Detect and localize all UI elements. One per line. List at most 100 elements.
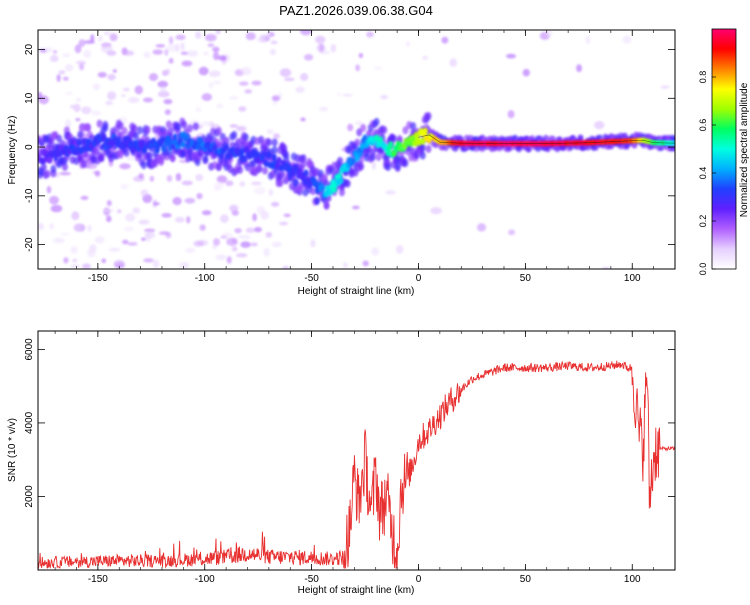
halo-blob [385, 163, 392, 172]
halo-blob [85, 123, 92, 132]
halo-blob [375, 153, 382, 162]
noise-blob [70, 104, 75, 109]
halo-blob [402, 126, 409, 135]
colorbar-tick-label: 0.6 [698, 119, 708, 132]
ridge-trace [418, 134, 675, 144]
halo-blob [354, 138, 361, 147]
noise-blob [174, 43, 180, 53]
noise-blob [238, 106, 247, 112]
ridge-blob [76, 139, 82, 146]
spectrogram-y-tick-label: 0 [24, 144, 35, 150]
noise-blob [235, 253, 248, 258]
noise-blob [576, 64, 583, 73]
noise-blob [283, 213, 291, 218]
noise-blob [108, 247, 121, 252]
noise-blob [49, 54, 59, 63]
noise-blob [284, 77, 295, 82]
halo-blob [262, 166, 269, 175]
noise-blob [45, 47, 53, 53]
halo-blob [390, 134, 397, 143]
halo-blob [117, 121, 124, 130]
noise-blob [505, 53, 517, 59]
noise-blob [252, 213, 257, 222]
noise-blob [125, 213, 136, 222]
noise-blob [270, 201, 280, 207]
noise-blob [354, 120, 364, 126]
noise-blob [50, 204, 63, 213]
snr-x-tick-label: -100 [195, 574, 215, 585]
noise-blob [175, 173, 182, 182]
noise-blob [103, 31, 112, 36]
noise-blob [212, 238, 221, 246]
noise-blob [203, 51, 209, 56]
halo-blob [131, 124, 138, 133]
noise-blob [105, 215, 112, 223]
noise-blob [300, 117, 306, 122]
ridge-blob [134, 139, 140, 147]
ridge-blob [241, 155, 248, 163]
colorbar-tick-label: 0.4 [698, 167, 708, 180]
snr-plot-area [38, 360, 675, 569]
halo-blob [283, 150, 290, 159]
noise-blob [122, 87, 130, 92]
noise-blob [127, 96, 140, 104]
noise-blob [106, 200, 112, 207]
noise-blob [195, 31, 202, 39]
halo-blob [300, 154, 307, 163]
noise-blob [166, 43, 177, 53]
noise-blob [254, 186, 266, 195]
ridge-blob [350, 157, 357, 165]
noise-blob [358, 52, 364, 59]
noise-blob [245, 32, 256, 41]
halo-blob [425, 112, 432, 121]
halo-blob [419, 151, 426, 160]
noise-blob [231, 246, 238, 252]
noise-blob [59, 172, 72, 176]
halo-blob [381, 125, 388, 134]
noise-blob [215, 103, 224, 109]
noise-blob [46, 185, 52, 194]
ridge-blob [276, 156, 282, 164]
halo-blob [98, 153, 105, 162]
noise-blob [75, 60, 87, 65]
noise-blob [92, 83, 100, 91]
halo-blob [410, 122, 417, 131]
noise-blob [87, 248, 96, 258]
spectrogram-x-tick-label: -100 [195, 273, 215, 284]
halo-blob [165, 120, 172, 129]
spectrogram-x-tick-label: 100 [624, 273, 641, 284]
noise-blob [181, 60, 193, 67]
noise-blob [212, 46, 220, 53]
halo-blob [525, 146, 532, 153]
figure-title: PAZ1.2026.039.06.38.G04 [279, 3, 433, 18]
noise-blob [336, 92, 342, 96]
noise-blob [132, 207, 141, 214]
noise-blob [507, 229, 516, 236]
noise-blob [244, 89, 253, 94]
halo-blob [167, 127, 174, 136]
noise-blob [234, 228, 242, 234]
noise-blob [119, 163, 131, 170]
colorbar-tick-labels: 0.0 0.2 0.4 0.6 0.8 [698, 71, 716, 275]
noise-blob [193, 240, 204, 247]
ridge-blob [81, 138, 87, 145]
snr-background [38, 331, 675, 570]
snr-x-tick-label: -50 [304, 574, 319, 585]
noise-blob [49, 223, 55, 230]
halo-blob [279, 169, 286, 178]
noise-blob [114, 262, 125, 269]
noise-blob [310, 239, 316, 248]
spectrogram-x-tick-label: -150 [88, 273, 108, 284]
noise-blob [38, 222, 44, 231]
noise-blob [201, 121, 213, 126]
noise-blob [319, 44, 324, 52]
noise-blob [163, 98, 173, 105]
halo-blob [169, 154, 176, 163]
halo-blob [215, 163, 222, 172]
halo-blob [265, 138, 272, 147]
halo-blob [102, 123, 109, 132]
noise-blob [181, 180, 194, 186]
noise-blob [226, 238, 238, 246]
spectrogram-x-tick-label: -50 [304, 273, 319, 284]
